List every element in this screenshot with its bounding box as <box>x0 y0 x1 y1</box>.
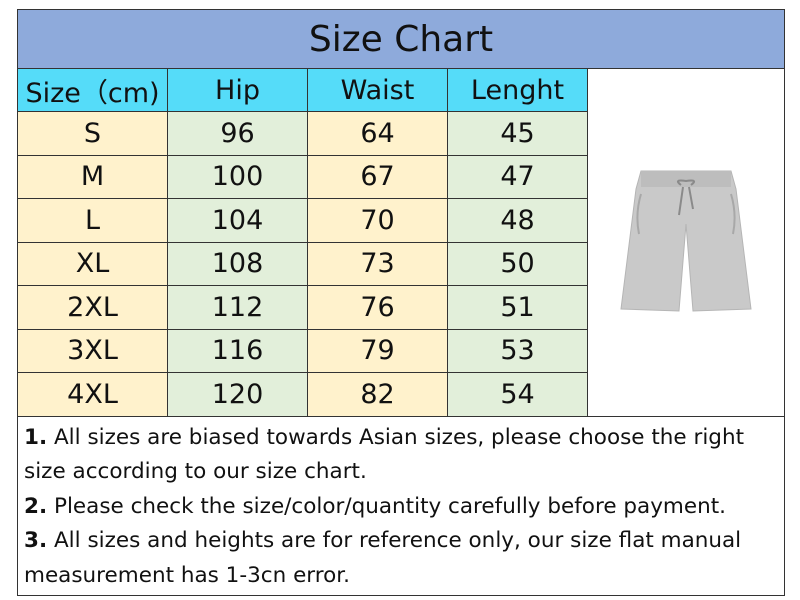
note-2: 2. Please check the size/color/quantity … <box>24 490 778 525</box>
note-3: 3. All sizes and heights are for referen… <box>24 524 778 593</box>
cell-size: S <box>17 111 168 156</box>
cell-size: XL <box>17 241 168 286</box>
note-text: Please check the size/color/quantity car… <box>47 493 726 519</box>
cell-size: M <box>17 154 168 199</box>
table-row: S 96 64 45 <box>17 111 785 156</box>
cell-hip: 100 <box>167 154 308 199</box>
cell-length: 48 <box>447 198 588 243</box>
notes: 1. All sizes are biased towards Asian si… <box>16 415 786 596</box>
cell-waist: 76 <box>307 285 448 330</box>
cell-waist: 70 <box>307 198 448 243</box>
table-row: XL 108 73 50 <box>17 241 785 286</box>
cell-waist: 79 <box>307 328 448 373</box>
header-length: Lenght <box>447 68 588 112</box>
product-image <box>586 68 786 417</box>
table-row: 3XL 116 79 53 <box>17 328 785 373</box>
cell-hip: 116 <box>167 328 308 373</box>
cell-hip: 108 <box>167 241 308 286</box>
cell-length: 53 <box>447 328 588 373</box>
cell-length: 51 <box>447 285 588 330</box>
cell-length: 47 <box>447 154 588 199</box>
cell-hip: 112 <box>167 285 308 330</box>
header-waist: Waist <box>307 68 448 112</box>
table-row: M 100 67 47 <box>17 154 785 199</box>
cell-waist: 67 <box>307 154 448 199</box>
note-number: 3. <box>24 528 48 553</box>
note-text: All sizes and heights are for reference … <box>24 528 742 588</box>
cell-size: 2XL <box>17 285 168 330</box>
cell-hip: 104 <box>167 198 308 243</box>
cell-length: 45 <box>447 111 588 156</box>
cell-hip: 96 <box>167 111 308 156</box>
note-number: 2. <box>24 493 48 519</box>
table-row: 2XL 112 76 51 <box>17 285 785 330</box>
shorts-icon <box>620 170 752 312</box>
cell-length: 54 <box>447 372 588 417</box>
header-hip: Hip <box>167 68 308 112</box>
cell-length: 50 <box>447 241 588 286</box>
size-chart-table: Size Chart Size（cm) Hip Waist Lenght S 96… <box>16 9 786 596</box>
cell-waist: 82 <box>307 372 448 417</box>
cell-hip: 120 <box>167 372 308 417</box>
cell-size: 4XL <box>17 372 168 417</box>
chart-title: Size Chart <box>16 9 786 69</box>
cell-waist: 73 <box>307 241 448 286</box>
note-text: All sizes are biased towards Asian sizes… <box>24 424 745 485</box>
header-size: Size（cm) <box>17 68 168 112</box>
cell-size: 3XL <box>17 328 168 373</box>
cell-waist: 64 <box>307 111 448 156</box>
note-number: 1. <box>24 424 48 450</box>
note-1: 1. All sizes are biased towards Asian si… <box>24 421 778 490</box>
notes-row: 1. All sizes are biased towards Asian si… <box>16 415 786 596</box>
cell-size: L <box>17 198 168 243</box>
header-row: Size（cm) Hip Waist Lenght <box>17 68 786 417</box>
